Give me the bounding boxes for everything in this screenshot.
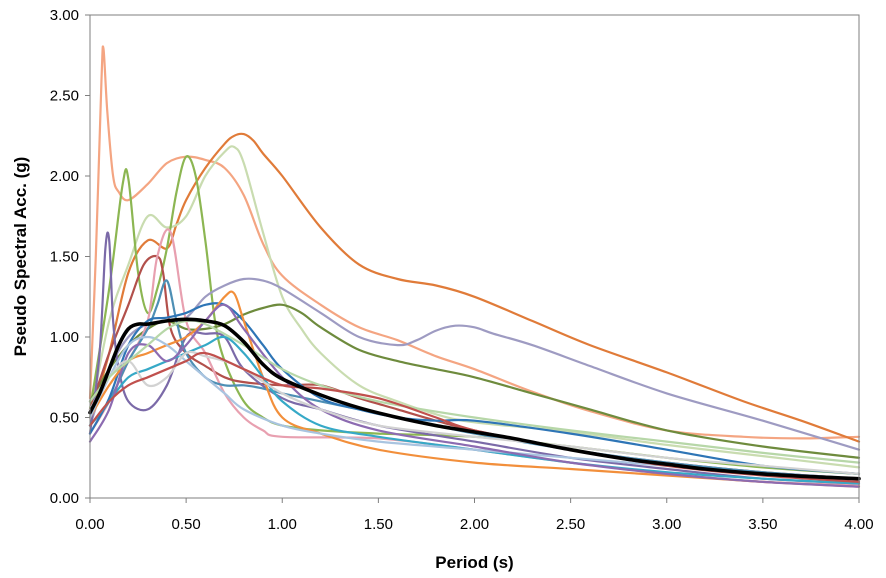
x-tick-label: 0.50	[172, 516, 201, 533]
y-tick-label: 2.50	[50, 88, 79, 105]
x-tick-label: 1.50	[364, 516, 393, 533]
x-tick-label: 0.00	[75, 516, 104, 533]
x-tick-label: 2.00	[460, 516, 489, 533]
x-tick-label: 3.50	[748, 516, 777, 533]
y-tick-label: 3.00	[50, 7, 79, 24]
y-tick-label: 0.00	[50, 490, 79, 507]
plot-lines	[88, 45, 861, 488]
spectrum-line-7	[88, 254, 861, 480]
y-tick-label: 1.00	[50, 329, 79, 346]
spectrum-line-15	[88, 303, 861, 488]
x-tick-label: 2.50	[556, 516, 585, 533]
plot-frame	[89, 14, 860, 499]
y-axis: 0.00 0.50 1.00 1.50 2.00 2.50 3.00	[50, 7, 90, 507]
y-axis-title: Pseudo Spectral Acc. (g)	[11, 157, 30, 357]
x-axis-title: Period (s)	[435, 553, 513, 572]
y-tick-label: 1.50	[50, 249, 79, 266]
x-axis: 0.00 0.50 1.00 1.50 2.00 2.50 3.00 3.50 4.00	[75, 498, 874, 533]
y-tick-label: 0.50	[50, 410, 79, 427]
spectrum-line-2	[88, 132, 861, 443]
spectrum-line-3	[88, 145, 861, 469]
spectrum-line-14	[88, 335, 861, 480]
spectrum-line-17	[88, 319, 861, 464]
spectrum-line-4	[88, 155, 861, 475]
mean-spectrum-line	[88, 317, 861, 481]
spectrum-line-12	[88, 290, 861, 488]
x-tick-label: 4.00	[844, 516, 873, 533]
x-tick-label: 1.00	[268, 516, 297, 533]
x-tick-label: 3.00	[652, 516, 681, 533]
spectrum-line-16	[88, 350, 861, 475]
y-tick-label: 2.00	[50, 168, 79, 185]
